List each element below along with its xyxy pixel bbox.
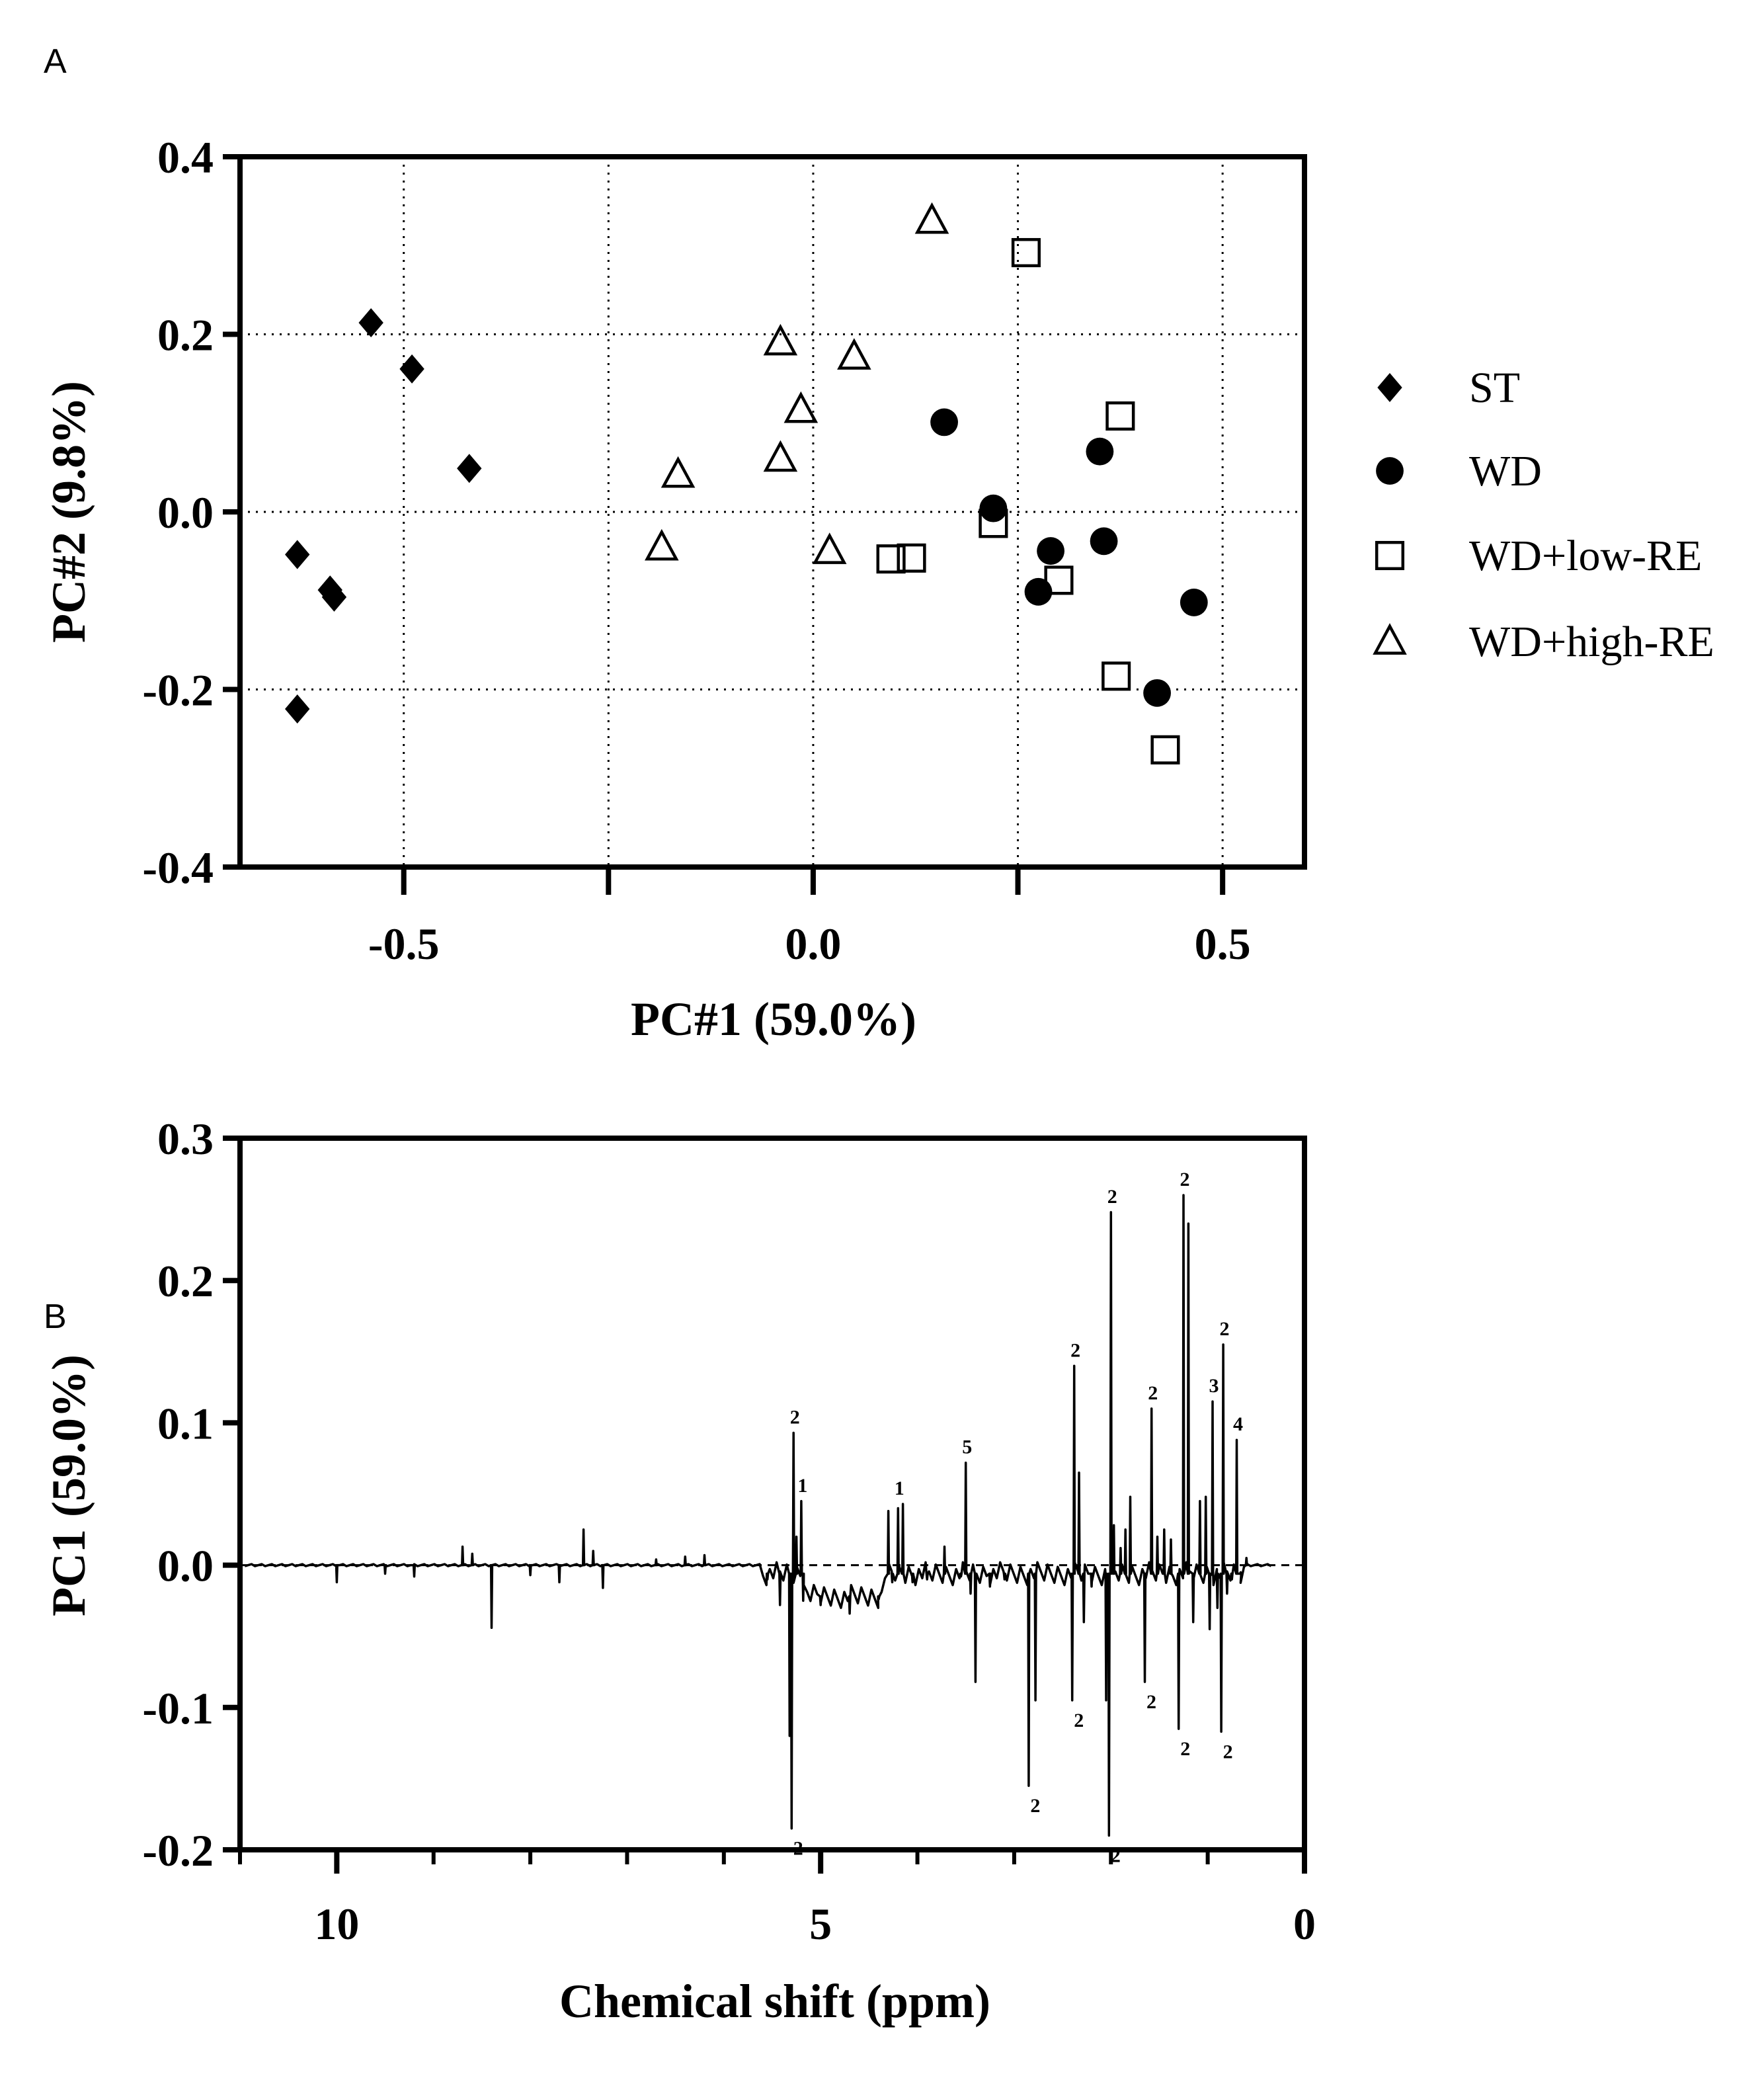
panel-b-annotation-15: 2 xyxy=(1220,1318,1230,1340)
panel-a-ytick-label-3: 0.2 xyxy=(157,310,214,360)
panel-a-point-2-4 xyxy=(897,543,926,573)
panel-a-ytick-label-4: 0.4 xyxy=(157,132,214,183)
panel-a-point-1-6 xyxy=(1180,589,1208,616)
panel-a-point-0-0 xyxy=(358,308,383,338)
panel-b-annotation-0: 2 xyxy=(790,1406,800,1428)
panel-b-annotation-12: 2 xyxy=(1180,1169,1190,1190)
panel-label-a: A xyxy=(44,42,67,81)
panel-a-point-3-1 xyxy=(763,323,798,356)
panel-b-annotation-3: 1 xyxy=(895,1477,904,1499)
panel-b-xtick-label-1: 5 xyxy=(809,1899,832,1949)
panel-b-annotation-7: 2 xyxy=(1074,1710,1084,1731)
panel-a-point-3-2 xyxy=(837,338,871,370)
panel-b-annotation-1: 1 xyxy=(797,1475,807,1497)
panel-a-legend: ST WD WD+low-RE WD+high-RE xyxy=(1373,364,1714,666)
panel-a-point-3-6 xyxy=(645,528,679,561)
panel-a-point-2-1 xyxy=(1105,401,1135,431)
panel-b-annotation-14: 3 xyxy=(1209,1375,1219,1397)
panel-b-ticks: 10 5 0 -0.2 -0.1 0.0 0.1 0.2 0.3 xyxy=(142,1114,1316,1949)
panel-b-frame xyxy=(237,1136,1307,1852)
panel-a-point-3-5 xyxy=(661,456,696,488)
panel-a-xtick-label-2: 0.5 xyxy=(1195,919,1251,969)
panel-a-x-axis-title: PC#1 (59.0%) xyxy=(631,993,916,1046)
panel-a-point-1-4 xyxy=(1090,527,1118,556)
panel-b-y-axis-title: PC1 (59.0%) xyxy=(42,1354,95,1616)
legend-label-0: ST xyxy=(1469,364,1520,412)
panel-a-point-0-2 xyxy=(457,454,482,483)
panel-a-points xyxy=(284,202,1208,765)
panel-a-xtick-label-1: 0.0 xyxy=(785,919,841,969)
panel-a-point-3-3 xyxy=(783,391,819,423)
panel-a-point-0-6 xyxy=(284,694,310,724)
panel-b-annotation-16: 2 xyxy=(1223,1741,1233,1763)
panel-a-point-1-1 xyxy=(979,494,1008,522)
legend-label-1: WD xyxy=(1469,447,1542,495)
panel-a-ytick-label-1: -0.2 xyxy=(142,665,214,716)
panel-a-point-3-7 xyxy=(812,532,847,564)
panel-a-point-2-7 xyxy=(1150,735,1180,765)
panel-b-annotation-8: 2 xyxy=(1107,1186,1117,1208)
panel-b-ytick-label-0: -0.2 xyxy=(142,1825,214,1876)
legend-marker-3 xyxy=(1373,623,1407,655)
panel-a-ytick-label-2: 0.0 xyxy=(157,487,214,538)
panel-a-point-3-0 xyxy=(914,202,949,234)
panel-a-point-0-3 xyxy=(284,540,310,569)
panel-a-y-axis-title: PC#2 (9.8%) xyxy=(42,381,95,643)
panel-a-point-1-2 xyxy=(1086,437,1114,466)
panel-b-x-axis-title: Chemical shift (ppm) xyxy=(559,1975,990,2028)
panel-b-ytick-label-1: -0.1 xyxy=(142,1683,214,1733)
panel-a-point-1-5 xyxy=(1024,577,1053,606)
panel-a-point-2-5 xyxy=(1044,565,1074,595)
panel-a-point-1-7 xyxy=(1143,679,1171,707)
panel-a-point-2-2 xyxy=(979,509,1008,538)
legend-marker-1 xyxy=(1376,457,1404,485)
panel-a-point-0-1 xyxy=(399,354,424,384)
legend-marker-2 xyxy=(1375,540,1405,571)
panel-b-loading-line xyxy=(244,1194,1272,1837)
panel-b-annotation-13: 2 xyxy=(1180,1738,1190,1760)
panel-b-annotation-17: 4 xyxy=(1233,1413,1243,1435)
panel-a-scatter-plot: -0.5 0.0 0.5 -0.4 -0.2 0.0 0.2 0.4 PC#1 (59.0%)… xyxy=(42,132,1714,1046)
panel-b-annotation-11: 2 xyxy=(1146,1691,1156,1713)
panel-a-point-1-0 xyxy=(930,408,958,436)
panel-b-xtick-label-2: 0 xyxy=(1293,1899,1316,1949)
panel-a-point-3-4 xyxy=(763,440,798,472)
panel-a-point-2-6 xyxy=(1102,661,1131,691)
panel-a-point-2-3 xyxy=(876,544,906,574)
panel-b-annotation-4: 5 xyxy=(962,1436,972,1458)
panel-a-point-0-5 xyxy=(321,582,347,612)
legend-label-3: WD+high-RE xyxy=(1469,618,1714,666)
panel-a-point-2-0 xyxy=(1011,237,1041,268)
panel-b-ytick-label-2: 0.0 xyxy=(157,1541,214,1591)
panel-b-ytick-label-4: 0.2 xyxy=(157,1256,214,1306)
panel-b-annotation-10: 2 xyxy=(1148,1382,1158,1404)
panel-a-ticks: -0.5 0.0 0.5 -0.4 -0.2 0.0 0.2 0.4 xyxy=(142,132,1250,969)
legend-label-2: WD+low-RE xyxy=(1469,532,1703,580)
panel-a-point-1-3 xyxy=(1037,537,1064,565)
panel-a-grid xyxy=(240,157,1304,867)
panel-b-xtick-label-0: 10 xyxy=(314,1899,359,1949)
panel-label-b: B xyxy=(44,1298,67,1336)
panel-b-ytick-label-3: 0.1 xyxy=(157,1398,214,1448)
legend-marker-0 xyxy=(1377,373,1402,402)
panel-b-ytick-label-5: 0.3 xyxy=(157,1114,214,1164)
panel-b-annotation-6: 2 xyxy=(1070,1339,1080,1361)
panel-a-xtick-label-0: -0.5 xyxy=(368,919,440,969)
panel-b-annotation-5: 2 xyxy=(1030,1795,1040,1817)
panel-a-ytick-label-0: -0.4 xyxy=(142,843,214,893)
